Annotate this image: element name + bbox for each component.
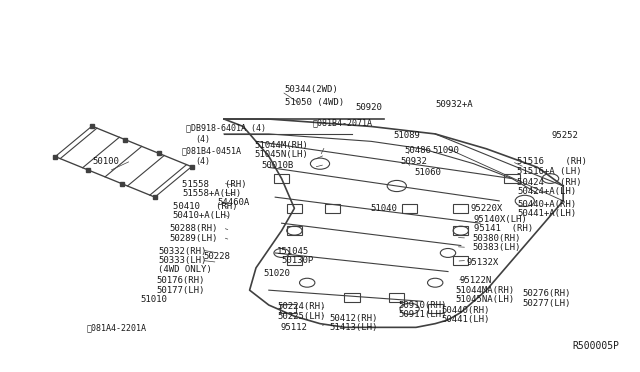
Text: 51050 (4WD): 51050 (4WD)	[285, 98, 344, 107]
Text: 95141  (RH): 95141 (RH)	[474, 224, 532, 233]
Bar	[344, 293, 360, 302]
Text: 51090: 51090	[432, 146, 459, 155]
Text: 50277(LH): 50277(LH)	[522, 299, 571, 308]
Text: 51558   (RH): 51558 (RH)	[182, 180, 247, 189]
Text: 51413(LH): 51413(LH)	[330, 323, 378, 332]
Text: 51040: 51040	[370, 204, 397, 213]
Text: 50932: 50932	[400, 157, 427, 166]
Text: 50224(RH): 50224(RH)	[278, 302, 326, 311]
Text: 51044M(RH): 51044M(RH)	[255, 141, 308, 150]
Text: 51045NA(LH): 51045NA(LH)	[456, 295, 515, 304]
Text: 50383(LH): 50383(LH)	[472, 243, 521, 252]
Text: 50910(RH): 50910(RH)	[399, 301, 447, 310]
Text: 95220X: 95220X	[470, 204, 502, 213]
Bar	[325, 204, 340, 213]
Text: 50010B: 50010B	[261, 161, 293, 170]
Text: 95122N: 95122N	[460, 276, 492, 285]
Bar	[274, 174, 289, 183]
Text: 50441(LH): 50441(LH)	[442, 315, 490, 324]
Text: 51558+A(LH): 51558+A(LH)	[182, 189, 241, 198]
Text: (4): (4)	[195, 157, 210, 166]
Text: 50276(RH): 50276(RH)	[522, 289, 571, 298]
Text: 51516+A (LH): 51516+A (LH)	[517, 167, 582, 176]
Bar	[287, 226, 302, 235]
Text: 50441+A(LH): 50441+A(LH)	[517, 209, 576, 218]
Text: 50380(RH): 50380(RH)	[472, 234, 521, 243]
Text: 95140X(LH): 95140X(LH)	[474, 215, 527, 224]
Text: 50332(RH): 50332(RH)	[158, 247, 207, 256]
Text: R500005P: R500005P	[573, 341, 620, 351]
Text: 54460A: 54460A	[218, 198, 250, 207]
Text: 50424   (RH): 50424 (RH)	[517, 178, 582, 187]
Text: 50412(RH): 50412(RH)	[330, 314, 378, 323]
Text: 51045N(LH): 51045N(LH)	[255, 150, 308, 159]
Text: 51516    (RH): 51516 (RH)	[517, 157, 587, 166]
Text: 51060: 51060	[414, 169, 441, 177]
Text: 50177(LH): 50177(LH)	[156, 286, 205, 295]
Text: 51044MA(RH): 51044MA(RH)	[456, 286, 515, 295]
Bar	[389, 293, 404, 302]
Text: 95132X: 95132X	[467, 258, 499, 267]
Text: 51010: 51010	[141, 295, 168, 304]
Text: Ⓑ081B4-0451A: Ⓑ081B4-0451A	[182, 146, 242, 155]
Text: 51020: 51020	[264, 269, 291, 278]
Text: 50228: 50228	[204, 252, 230, 261]
Bar	[453, 226, 468, 235]
Bar	[453, 204, 468, 213]
Text: 51089: 51089	[394, 131, 420, 140]
Text: 50333(LH): 50333(LH)	[158, 256, 207, 265]
Text: 50424+A(LH): 50424+A(LH)	[517, 187, 576, 196]
Bar	[287, 256, 302, 265]
Bar	[504, 174, 520, 183]
Bar	[280, 304, 296, 313]
Text: 95112: 95112	[280, 323, 307, 332]
Text: 50344(2WD): 50344(2WD)	[285, 85, 339, 94]
Text: ⒿDB918-6401A (4): ⒿDB918-6401A (4)	[186, 124, 266, 133]
Text: 50410   (RH): 50410 (RH)	[173, 202, 237, 211]
Text: Ⓑ081A4-2201A: Ⓑ081A4-2201A	[86, 323, 147, 332]
Text: 50920: 50920	[355, 103, 382, 112]
Text: 50130P: 50130P	[282, 256, 314, 265]
Bar	[428, 304, 443, 313]
Text: 50176(RH): 50176(RH)	[156, 276, 205, 285]
Text: 50410+A(LH): 50410+A(LH)	[173, 211, 232, 220]
Text: 50225(LH): 50225(LH)	[278, 312, 326, 321]
Text: 50100: 50100	[93, 157, 120, 166]
Text: Ⓑ081B4-2071A: Ⓑ081B4-2071A	[312, 118, 372, 127]
Bar	[453, 256, 468, 265]
Text: 151045: 151045	[276, 247, 308, 256]
Text: 50486: 50486	[404, 146, 431, 155]
Text: 95252: 95252	[552, 131, 579, 140]
Text: (4): (4)	[195, 135, 210, 144]
Bar	[287, 204, 302, 213]
Text: 50932+A: 50932+A	[435, 100, 473, 109]
Text: 50440+A(RH): 50440+A(RH)	[517, 200, 576, 209]
Text: 50911(LH): 50911(LH)	[399, 310, 447, 319]
Text: 50289(LH): 50289(LH)	[170, 234, 218, 243]
Text: 50440(RH): 50440(RH)	[442, 306, 490, 315]
Text: 50288(RH): 50288(RH)	[170, 224, 218, 233]
Bar	[402, 204, 417, 213]
Text: (4WD ONLY): (4WD ONLY)	[158, 265, 212, 274]
